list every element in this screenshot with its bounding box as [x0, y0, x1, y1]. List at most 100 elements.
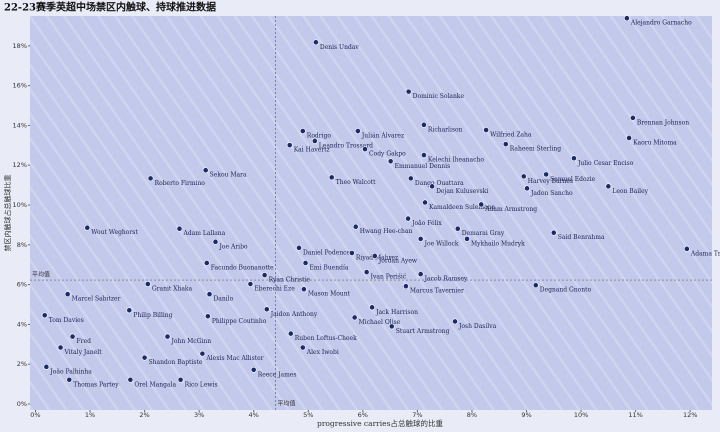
point-label: Rodrigo: [307, 133, 332, 140]
x-tick-label: 4%: [249, 411, 259, 419]
point: [388, 323, 395, 330]
point-label: Adam Lallana: [182, 230, 225, 237]
x-tick-label: 3%: [194, 411, 204, 419]
point: [407, 175, 414, 182]
point-label: Cody Gakpo: [369, 151, 406, 158]
point-label: Jacob Ramsey: [424, 276, 468, 283]
point: [502, 141, 509, 148]
x-tick-label: 5%: [303, 411, 313, 419]
point: [403, 283, 409, 290]
point: [520, 173, 527, 180]
point: [684, 245, 690, 252]
point: [43, 363, 50, 370]
point: [199, 350, 206, 357]
point: [623, 15, 630, 22]
x-tick-label: 0%: [30, 411, 40, 419]
x-tick-label: 7%: [412, 411, 422, 419]
point-label: Emi Buendía: [310, 264, 349, 271]
y-tick-label: 14%: [13, 121, 27, 129]
point: [483, 127, 490, 133]
point: [57, 344, 64, 351]
point-label: Eberechi Eze: [254, 286, 295, 293]
y-axis-title: 禁区内触球占总触球比重: [3, 175, 12, 252]
point: [421, 152, 427, 158]
point-label: João Palhinha: [49, 368, 92, 375]
point-label: Riyad Mahrez: [356, 254, 398, 261]
point: [212, 238, 219, 245]
point: [311, 138, 318, 144]
mean-y-label: 平均值: [32, 271, 50, 279]
point-label: Stuart Armstrong: [396, 328, 450, 335]
point: [69, 333, 76, 340]
point-label: Alex Iwobi: [306, 349, 339, 356]
point-label: Harvey Barnes: [528, 178, 573, 185]
point: [417, 235, 424, 242]
x-tick-label: 1%: [85, 411, 95, 419]
point: [421, 121, 427, 128]
point-label: Granit Xhaka: [152, 286, 193, 293]
point: [371, 253, 378, 259]
point-label: Brennan Johnson: [637, 119, 689, 126]
point-label: Wilfried Zaha: [490, 132, 532, 139]
point-label: Philippe Coutinho: [212, 318, 267, 325]
point: [202, 167, 209, 174]
point-label: Dominic Solanke: [413, 93, 465, 100]
point-label: Jordan Ayew: [378, 257, 418, 264]
point-label: Julián Álvarez: [361, 133, 404, 140]
point: [250, 366, 257, 373]
point: [550, 229, 557, 236]
point-label: Mykhailo Mudryk: [471, 240, 525, 247]
point-label: Facundo Buonanotte: [211, 264, 274, 271]
point: [405, 88, 412, 95]
point-label: Samuel Edozie: [550, 176, 596, 183]
point: [286, 142, 293, 149]
point: [204, 313, 211, 320]
point: [355, 128, 361, 134]
point: [247, 281, 254, 287]
point-label: Hwang Hee-chan: [360, 228, 413, 235]
point: [287, 330, 294, 337]
point-label: Ivan Perišić: [371, 274, 407, 281]
x-tick-label: 12%: [683, 411, 697, 419]
point-label: Emmanuel Dennis: [395, 163, 451, 170]
point: [369, 304, 375, 311]
point-label: Danilo: [214, 296, 234, 303]
point: [452, 318, 458, 325]
point: [206, 291, 213, 298]
point-label: Dango Ouattara: [415, 180, 464, 187]
x-tick-label: 6%: [358, 411, 368, 419]
point-label: Thomas Partey: [73, 381, 119, 388]
point-label: Kamaldeen Sulemana: [429, 204, 496, 211]
point-label: Jadon Sancho: [530, 190, 573, 197]
point-label: Michael Olise: [359, 319, 401, 326]
point-label: Leon Bailey: [612, 188, 648, 195]
point: [64, 291, 71, 298]
point: [352, 223, 359, 230]
plot-area: [30, 16, 712, 410]
y-tick-label: 4%: [17, 320, 27, 328]
point-label: João Félix: [411, 220, 442, 227]
point-label: Ryan Christie: [269, 277, 311, 284]
point-label: Jaidon Anthony: [270, 311, 318, 318]
point: [362, 146, 368, 153]
point: [328, 174, 335, 181]
point: [127, 376, 134, 383]
point: [66, 376, 73, 383]
point: [144, 281, 151, 287]
point: [302, 260, 309, 266]
y-tick-label: 10%: [13, 201, 27, 209]
point: [176, 225, 183, 232]
point-label: Wout Weghorst: [91, 229, 138, 236]
point-label: Shandon Baptiste: [149, 359, 203, 366]
point: [299, 128, 306, 134]
point-label: Demarai Gray: [462, 230, 505, 237]
point: [422, 199, 428, 206]
point: [164, 333, 171, 340]
point-label: Degnand Gnonto: [540, 287, 592, 294]
point-label: Mason Mount: [308, 291, 351, 298]
x-tick-label: 8%: [467, 411, 477, 419]
point-label: Kai Havertz: [294, 147, 330, 154]
point: [203, 260, 210, 266]
